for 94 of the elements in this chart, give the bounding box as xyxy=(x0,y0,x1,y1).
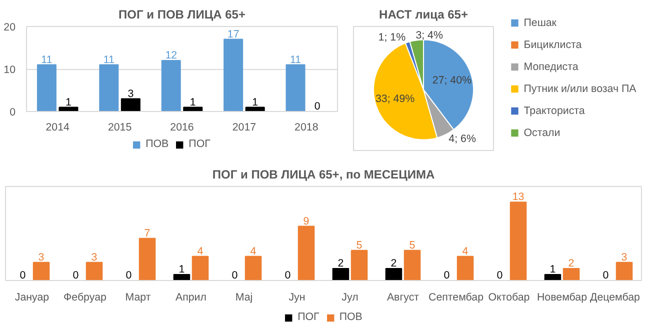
data-label: 12 xyxy=(165,50,178,62)
y-tick-label: 10 xyxy=(4,64,16,76)
data-label: 0 xyxy=(126,270,132,282)
x-tick-label: Јул xyxy=(342,292,358,304)
data-label: 11 xyxy=(103,54,115,66)
bar xyxy=(286,64,306,112)
data-label: 0 xyxy=(72,270,79,282)
bar xyxy=(99,64,119,112)
bar xyxy=(32,262,50,280)
x-tick-label: Септембар xyxy=(428,292,484,304)
data-label: 1; 1% xyxy=(378,32,406,44)
x-tick-label: Новембар xyxy=(536,292,588,304)
data-label: 1 xyxy=(178,263,185,276)
data-label: 1 xyxy=(190,96,196,108)
data-label: 3 xyxy=(128,88,134,100)
data-label: 0 xyxy=(496,270,503,282)
x-tick-label: 2018 xyxy=(294,122,318,134)
x-tick-label: Јануар xyxy=(14,292,50,304)
legend-label: ПОГ xyxy=(298,311,320,323)
data-label: 9 xyxy=(303,215,310,228)
bar xyxy=(616,262,633,280)
data-label: 3; 4% xyxy=(416,29,444,42)
data-label: 13 xyxy=(512,191,524,204)
y-tick-label: 20 xyxy=(4,22,16,34)
data-label: 4 xyxy=(462,245,468,258)
data-label: 4 xyxy=(197,245,204,258)
bar xyxy=(161,60,181,112)
data-label: 1 xyxy=(252,96,258,108)
data-label: 17 xyxy=(227,28,240,40)
bar xyxy=(350,250,368,280)
data-label: 3 xyxy=(38,251,44,264)
bar xyxy=(298,226,315,280)
legend-label: ПОГ xyxy=(188,138,210,150)
bar xyxy=(562,268,580,280)
x-tick-label: 2017 xyxy=(232,122,256,134)
bar xyxy=(120,98,140,112)
bar xyxy=(385,268,402,280)
data-label: 0 xyxy=(314,100,320,112)
x-tick-label: Децембар xyxy=(590,292,640,304)
data-label: 3 xyxy=(621,251,628,264)
legend-label: ПОВ xyxy=(339,311,362,323)
x-tick-label: 2016 xyxy=(170,122,194,134)
legend-label: ПОВ xyxy=(146,138,169,150)
data-label: 2 xyxy=(390,257,397,270)
x-tick-label: Мај xyxy=(235,292,253,304)
x-tick-label: Април xyxy=(176,292,206,304)
x-tick-label: Август xyxy=(386,292,420,304)
data-label: 0 xyxy=(20,270,26,282)
legend-label: Бициклиста xyxy=(524,38,582,50)
bar xyxy=(138,238,156,280)
data-label: 0 xyxy=(602,270,609,282)
bar xyxy=(36,64,56,112)
legend-label: Пешак xyxy=(524,16,556,28)
data-label: 2 xyxy=(338,257,344,270)
data-label: 0 xyxy=(444,270,450,282)
bar xyxy=(456,256,474,280)
data-label: 0 xyxy=(232,270,238,282)
data-label: 2 xyxy=(568,257,574,270)
chart-title: НАСТ лица 65+ xyxy=(379,8,468,22)
bar xyxy=(224,38,244,112)
chart-title: ПОГ и ПОВ ЛИЦА 65+ xyxy=(118,8,246,22)
legend-label: Мопедиста xyxy=(524,60,578,72)
x-tick-label: 2015 xyxy=(108,122,132,134)
legend-label: Путник и/или возач ПА xyxy=(524,82,636,94)
bar xyxy=(173,274,190,280)
bar xyxy=(332,268,350,280)
chart-title: ПОГ и ПОВ ЛИЦА 65+, по МЕСЕЦИМА xyxy=(212,168,435,182)
data-label: 1 xyxy=(550,263,556,276)
y-tick-label: 0 xyxy=(10,106,16,118)
data-label: 5 xyxy=(356,239,362,252)
x-tick-label: Јун xyxy=(288,292,306,304)
data-label: 0 xyxy=(284,270,291,282)
bar xyxy=(192,256,209,280)
x-tick-label: Фебруар xyxy=(64,292,107,304)
legend-label: Тракториста xyxy=(524,104,585,116)
bar xyxy=(244,256,262,280)
data-label: 11 xyxy=(41,54,52,66)
bar xyxy=(404,250,421,280)
x-tick-label: 2014 xyxy=(46,122,70,134)
data-label: 4; 6% xyxy=(448,132,476,145)
data-label: 3 xyxy=(91,251,98,264)
bar xyxy=(510,202,527,280)
data-label: 33; 49% xyxy=(376,92,416,105)
x-tick-label: Март xyxy=(125,292,151,304)
data-label: 1 xyxy=(66,96,72,108)
data-label: 7 xyxy=(144,227,150,240)
legend-label: Остали xyxy=(524,126,560,138)
data-label: 5 xyxy=(409,239,416,252)
bar xyxy=(544,274,562,280)
data-label: 27; 40% xyxy=(432,74,472,86)
x-tick-label: Октобар xyxy=(488,292,530,304)
data-label: 4 xyxy=(250,245,256,258)
data-label: 11 xyxy=(290,54,302,66)
bar xyxy=(86,262,103,280)
